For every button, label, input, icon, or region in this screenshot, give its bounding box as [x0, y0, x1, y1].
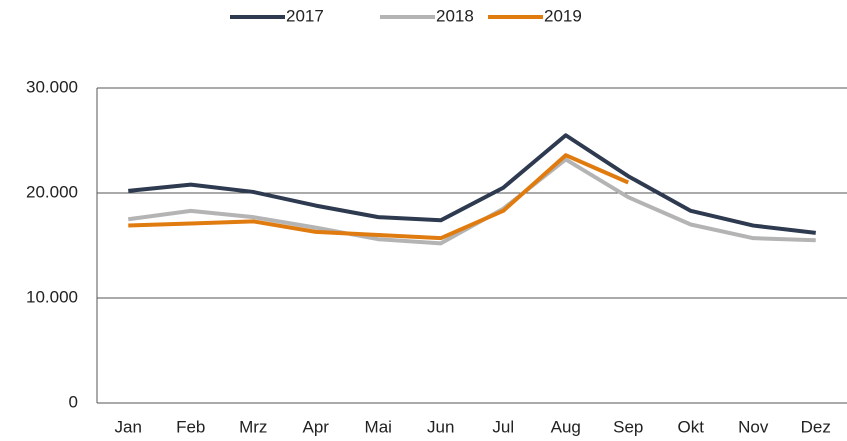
x-tick-label: Aug — [551, 417, 581, 436]
x-tick-label: Nov — [738, 417, 769, 436]
x-tick-label: Jul — [492, 417, 514, 436]
legend-label: 2018 — [436, 6, 474, 25]
x-tick-label: Mai — [365, 417, 392, 436]
y-tick-label: 10.000 — [26, 287, 78, 306]
x-tick-label: Mrz — [239, 417, 267, 436]
x-tick-label: Dez — [801, 417, 831, 436]
y-tick-label: 20.000 — [26, 182, 78, 201]
x-tick-label: Jan — [115, 417, 142, 436]
x-tick-label: Apr — [303, 417, 330, 436]
y-tick-label: 0 — [69, 392, 78, 411]
series-line — [128, 133, 816, 235]
x-tick-label: Feb — [176, 417, 205, 436]
series-line — [128, 153, 630, 241]
legend-label: 2019 — [544, 6, 582, 25]
x-tick-label: Sep — [613, 417, 643, 436]
series-line — [127, 157, 816, 246]
legend-label: 2017 — [286, 6, 324, 25]
x-tick-label: Okt — [678, 417, 705, 436]
x-tick-label: Jun — [427, 417, 454, 436]
y-tick-label: 30.000 — [26, 77, 78, 96]
